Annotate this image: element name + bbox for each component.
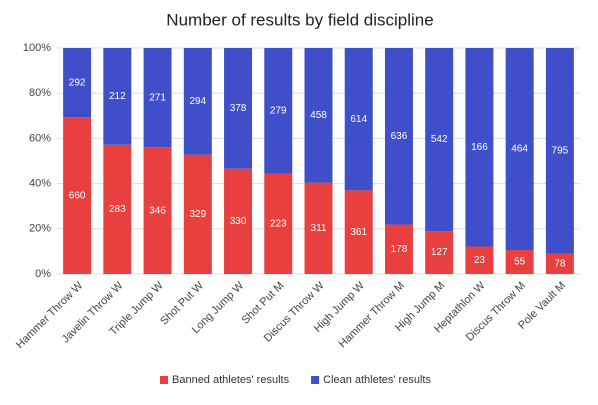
chart-title: Number of results by field discipline <box>166 10 433 29</box>
value-label: 283 <box>109 204 126 215</box>
value-label: 458 <box>310 110 327 121</box>
legend-swatch <box>160 376 168 384</box>
bar-segment <box>63 48 92 118</box>
bar-segment <box>183 154 212 274</box>
legend-swatch <box>311 376 320 384</box>
bar-segment <box>304 48 333 183</box>
bar-segment <box>143 147 172 274</box>
value-label: 279 <box>270 105 287 116</box>
bar-segment <box>384 224 413 274</box>
value-label: 614 <box>350 114 367 125</box>
value-label: 311 <box>311 223 327 234</box>
bar-segment <box>465 48 494 247</box>
bar-segment <box>465 246 494 274</box>
bar-segment <box>103 48 132 145</box>
bar-segment <box>505 48 534 251</box>
value-label: 329 <box>189 209 206 220</box>
value-label: 660 <box>69 190 86 201</box>
value-label: 23 <box>474 255 486 266</box>
value-label: 361 <box>350 227 367 238</box>
value-label: 166 <box>471 142 488 153</box>
bar-segment <box>63 117 92 274</box>
value-label: 55 <box>514 257 526 268</box>
bar-segment <box>344 190 373 274</box>
bar-segment <box>183 48 212 155</box>
bar-segment <box>224 168 253 274</box>
y-tick-label: 100% <box>23 42 51 54</box>
value-label: 223 <box>270 218 287 229</box>
value-label: 294 <box>189 96 206 107</box>
value-label: 78 <box>554 259 566 270</box>
bar-segment <box>224 48 253 169</box>
y-tick-label: 0% <box>35 268 51 280</box>
bar-segment <box>384 48 413 225</box>
x-tick-label: Hammer Throw W <box>14 279 86 351</box>
value-label: 795 <box>552 146 569 157</box>
legend-label: Banned athletes' results <box>172 374 290 386</box>
y-tick-label: 40% <box>29 178 51 190</box>
value-label: 330 <box>230 216 247 227</box>
value-label: 542 <box>431 134 448 145</box>
bar-segment <box>103 144 132 274</box>
value-label: 636 <box>391 131 408 142</box>
value-label: 212 <box>109 91 126 102</box>
bar-segment <box>425 48 454 232</box>
bar-segment <box>344 48 373 191</box>
y-tick-label: 60% <box>29 132 51 144</box>
legend-label: Clean athletes' results <box>323 374 431 386</box>
bar-segment <box>264 173 293 274</box>
bar-segment <box>425 231 454 274</box>
value-label: 346 <box>149 205 166 216</box>
value-label: 127 <box>431 247 448 258</box>
bar-segment <box>264 48 293 174</box>
y-tick-label: 80% <box>29 87 51 99</box>
bar-segment <box>304 182 333 274</box>
bar-segment <box>545 48 574 254</box>
value-label: 464 <box>511 144 528 155</box>
bar-segment <box>143 48 172 148</box>
value-label: 292 <box>69 77 86 88</box>
bar-segment <box>505 250 534 274</box>
value-label: 271 <box>149 92 166 103</box>
value-label: 378 <box>230 103 247 114</box>
bar-segment <box>545 253 574 274</box>
y-tick-label: 20% <box>29 223 51 235</box>
value-label: 178 <box>391 244 408 255</box>
